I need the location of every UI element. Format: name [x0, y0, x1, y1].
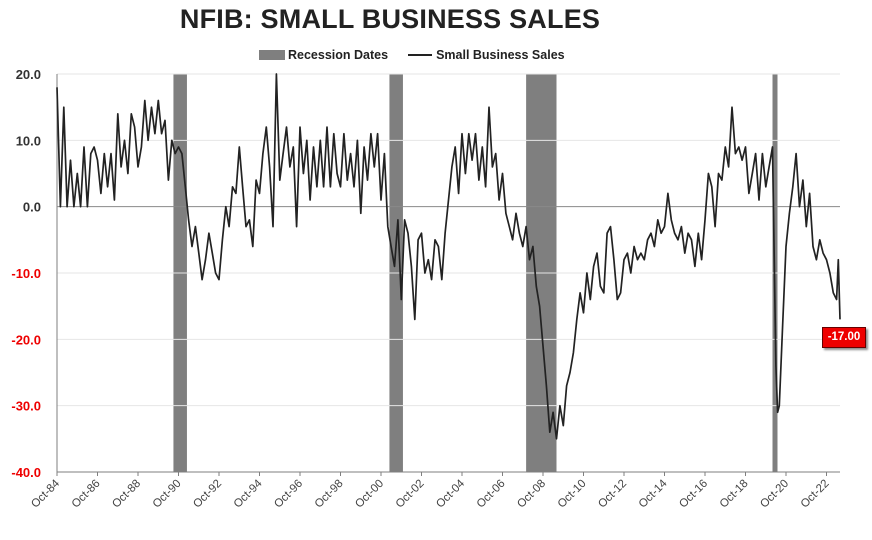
chart-title: NFIB: SMALL BUSINESS SALES [179, 4, 601, 34]
x-tick-label: Oct-94 [232, 477, 265, 510]
x-tick-label: Oct-02 [394, 478, 427, 511]
x-tick-label: Oct-20 [758, 478, 791, 511]
x-tick-label: Oct-22 [799, 478, 832, 511]
x-tick-label: Oct-08 [515, 478, 548, 511]
x-tick-label: Oct-04 [434, 477, 467, 510]
legend-recession-swatch [259, 50, 285, 60]
x-tick-label: Oct-12 [596, 478, 629, 511]
y-tick-label: -40.0 [11, 465, 41, 480]
legend-sales-swatch [408, 54, 433, 56]
series-line-small-business-sales [56, 73, 841, 440]
y-tick-label: -10.0 [11, 266, 41, 281]
y-tick-labels: 20.0 10.0 0.0 -10.0 -20.0 -30.0 -40.0 [11, 67, 41, 480]
x-tick-label: Oct-18 [718, 478, 751, 511]
legend: Recession Dates Small Business Sales [259, 46, 585, 64]
x-tick-label: Oct-00 [353, 478, 386, 511]
x-tick-label: Oct-98 [313, 478, 346, 511]
legend-recession-label: Recession Dates [288, 48, 389, 62]
y-tick-label: 20.0 [16, 67, 41, 82]
legend-sales-label: Small Business Sales [436, 48, 565, 62]
x-tick-label: Oct-16 [677, 478, 710, 511]
x-tick-label: Oct-06 [475, 478, 508, 511]
x-tick-label: Oct-14 [637, 477, 670, 510]
x-tick-label: Oct-84 [29, 477, 62, 510]
x-tick-label: Oct-96 [272, 478, 305, 511]
y-tick-label: -20.0 [11, 332, 41, 347]
x-tick-label: Oct-92 [191, 478, 224, 511]
legend-item-sales: Small Business Sales [408, 48, 565, 62]
y-tick-label: 10.0 [16, 133, 41, 148]
x-tick-labels: Oct-84 Oct-86 Oct-88 Oct-90 Oct-92 Oct-94 Oct-… [29, 477, 831, 510]
legend-item-recession: Recession Dates [259, 48, 388, 62]
x-tick-label: Oct-88 [110, 478, 143, 511]
y-tick-label: -30.0 [11, 399, 41, 414]
x-tick-label: Oct-90 [151, 478, 184, 511]
last-value-badge: -17.00 [822, 327, 866, 348]
y-tick-label: 0.0 [23, 200, 41, 215]
x-tick-label: Oct-10 [556, 478, 589, 511]
x-tick-label: Oct-86 [70, 478, 103, 511]
